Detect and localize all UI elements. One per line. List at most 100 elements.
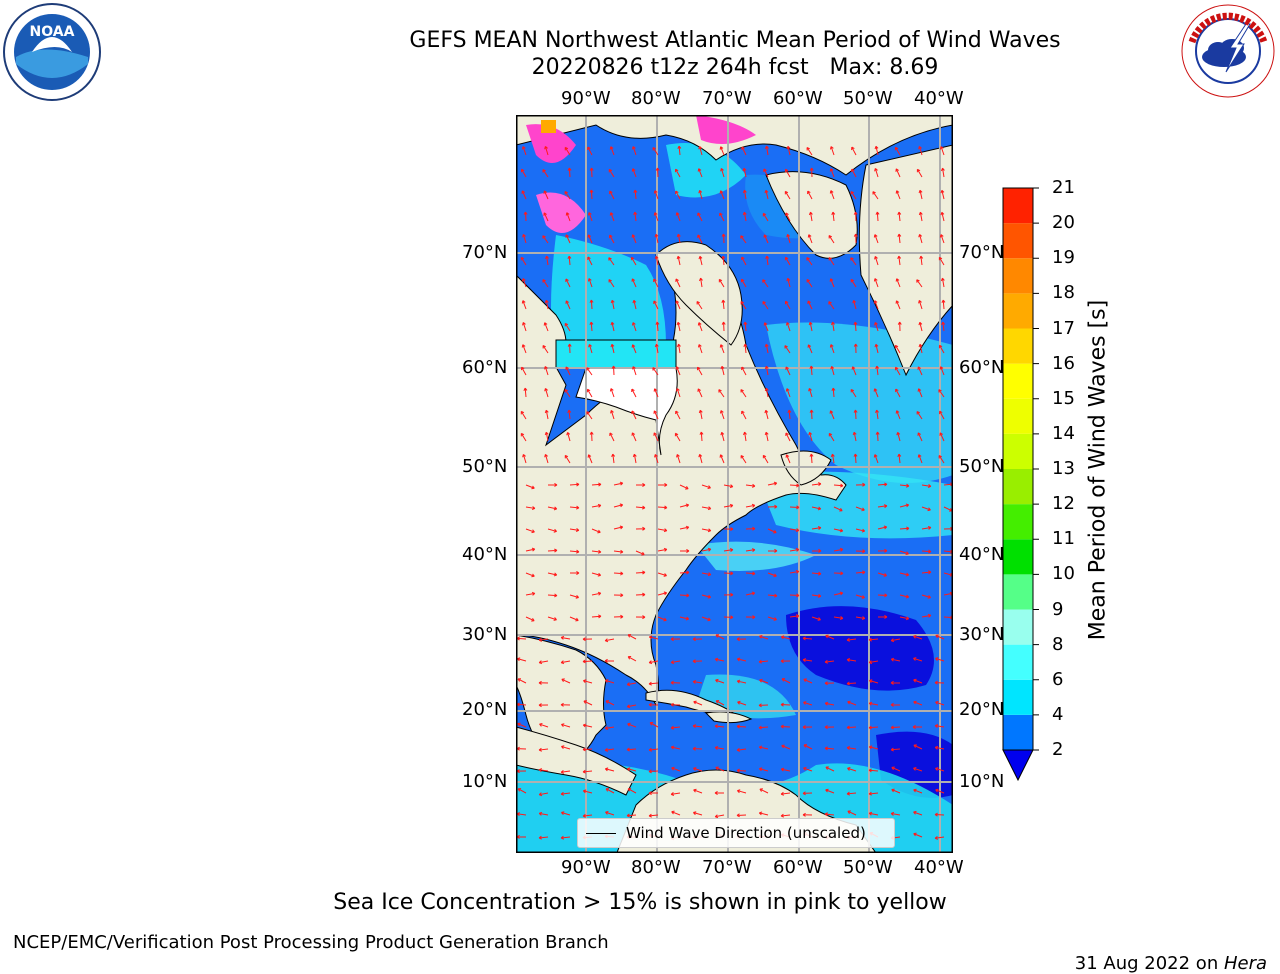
direction-arrow (627, 656, 637, 662)
direction-arrow (939, 234, 945, 244)
direction-arrow (608, 257, 615, 266)
direction-arrow (720, 168, 725, 178)
direction-arrow (723, 592, 734, 597)
lat-label-right: 10°N (959, 771, 1005, 792)
direction-arrow (631, 432, 637, 442)
direction-arrow (830, 365, 835, 376)
direction-arrow (560, 702, 571, 707)
direction-arrow (648, 635, 659, 640)
direction-arrow (676, 233, 681, 244)
direction-arrow (891, 766, 901, 772)
direction-arrow (633, 189, 638, 200)
colorbar-tick-label: 16 (1052, 352, 1075, 374)
direction-arrow (825, 766, 835, 772)
direction-arrow (897, 321, 902, 332)
lat-label-right: 40°N (959, 544, 1005, 565)
direction-arrow (589, 167, 594, 178)
lon-label-bottom: 50°W (843, 857, 893, 878)
colorbar-tick-label: 12 (1052, 493, 1075, 515)
direction-arrow (538, 680, 549, 685)
direction-arrow (653, 388, 659, 398)
direction-arrow (613, 571, 624, 576)
direction-arrow (780, 813, 791, 818)
direction-arrow (899, 594, 910, 599)
direction-arrow (657, 547, 668, 552)
direction-arrow (758, 745, 769, 750)
direction-arrow (564, 191, 571, 200)
direction-arrow (586, 388, 593, 398)
colorbar-tick-label: 8 (1052, 633, 1064, 655)
direction-arrow (670, 660, 681, 665)
direction-arrow (916, 411, 923, 420)
direction-arrow (714, 814, 725, 819)
direction-arrow (696, 366, 703, 376)
direction-arrow (543, 322, 549, 332)
direction-arrow (874, 343, 879, 354)
direction-arrow (941, 299, 946, 310)
direction-arrow (829, 410, 835, 420)
direction-arrow (767, 481, 778, 486)
direction-arrow (803, 744, 813, 750)
direction-arrow (811, 506, 822, 511)
direction-arrow (657, 505, 668, 510)
direction-arrow (890, 657, 901, 662)
direction-arrow (693, 700, 703, 706)
direction-arrow (632, 366, 637, 376)
direction-arrow (521, 278, 527, 288)
direction-arrow (918, 211, 923, 222)
direction-arrow (698, 189, 703, 200)
colorbar-tick-label: 10 (1052, 563, 1075, 585)
direction-arrow (789, 505, 800, 510)
direction-arrow (868, 660, 879, 665)
colorbar-tick-label: 18 (1052, 282, 1075, 304)
direction-arrow (919, 255, 924, 266)
direction-arrow (693, 788, 703, 794)
direction-arrow (698, 255, 703, 266)
direction-arrow (649, 722, 659, 728)
direction-arrow (589, 321, 594, 332)
direction-arrow (736, 813, 747, 818)
direction-arrow (677, 145, 682, 156)
direction-arrow (809, 365, 814, 376)
direction-arrow (522, 322, 527, 332)
direction-arrow (913, 744, 923, 750)
direction-arrow (736, 679, 747, 684)
direction-arrow (605, 700, 615, 706)
direction-arrow (736, 724, 747, 729)
direction-arrow (608, 168, 615, 178)
direction-arrow (721, 233, 726, 244)
direction-arrow (613, 503, 624, 508)
direction-arrow (743, 431, 747, 442)
direction-arrow (745, 571, 756, 576)
direction-arrow (780, 767, 791, 772)
direction-arrow (938, 344, 945, 354)
direction-arrow (626, 682, 637, 687)
legend-label: Wind Wave Direction (unscaled) (626, 824, 866, 842)
direction-arrow (723, 527, 734, 532)
direction-arrow (890, 702, 901, 707)
footer-left: NCEP/EMC/Verification Post Processing Pr… (13, 932, 609, 953)
direction-arrow (538, 660, 549, 665)
direction-arrow (565, 212, 571, 222)
direction-arrow (520, 410, 527, 420)
colorbar-segment (1003, 644, 1033, 680)
direction-arrow (759, 678, 769, 684)
direction-arrow (758, 767, 769, 772)
direction-arrow (868, 679, 879, 684)
direction-arrow (605, 811, 615, 816)
direction-arrow (720, 431, 725, 442)
direction-arrow (591, 549, 602, 554)
direction-arrow (631, 322, 637, 332)
direction-arrow (674, 432, 681, 442)
direction-arrow (670, 745, 681, 750)
direction-arrow (740, 278, 747, 288)
direction-arrow (701, 506, 712, 511)
direction-arrow (877, 525, 888, 530)
lon-label-bottom: 70°W (702, 857, 752, 878)
direction-arrow (560, 635, 571, 640)
direction-arrow (941, 321, 946, 332)
direction-arrow (613, 525, 624, 530)
direction-arrow (633, 211, 638, 222)
direction-arrow (784, 256, 791, 266)
lon-label-bottom: 60°W (773, 857, 823, 878)
